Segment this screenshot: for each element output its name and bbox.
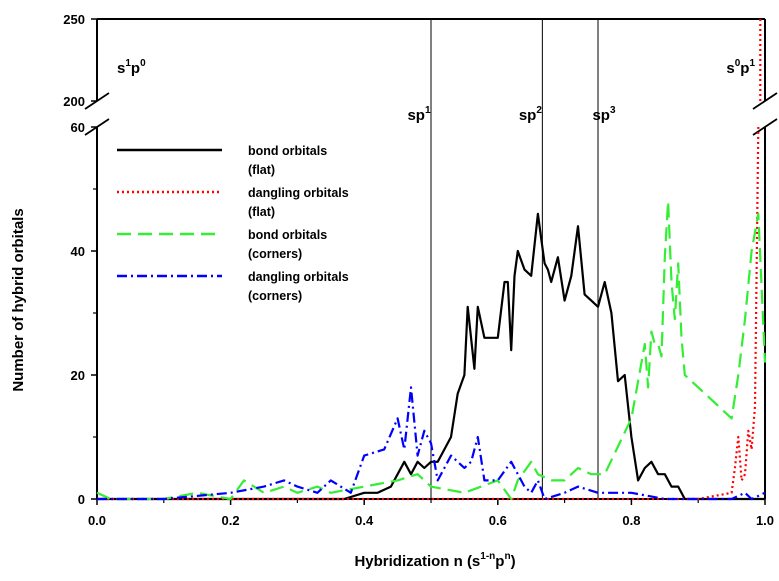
x-tick-label-0: 0.0 (88, 513, 106, 528)
series-line-3 (97, 386, 766, 501)
annotation-sp1-sup1: 1 (425, 105, 431, 116)
reference-lines (430, 19, 599, 499)
x-axis-title: Hybridization n (s1-npn) (354, 551, 515, 570)
right-break-gap (751, 101, 779, 127)
x-axis-title-base: Hybridization n (s (354, 553, 480, 570)
annotation-sp2: sp2 (519, 105, 543, 124)
annotation-s0p1-base1: s (726, 60, 734, 77)
annotation-s0p1-sup2: 1 (749, 58, 755, 69)
y-upper-tick-label-0: 200 (63, 94, 85, 109)
y-axis-title: Number of hybrid orbitals (10, 208, 27, 391)
annotation-s1p0-sup2: 0 (140, 58, 146, 69)
annotation-sp1-base1: sp (407, 107, 425, 124)
series-line-0 (97, 212, 765, 501)
legend-sublabel-0: (flat) (248, 163, 275, 177)
legend-label-3: dangling orbitals (248, 270, 349, 284)
annotation-s1p0-sup1: 1 (125, 58, 131, 69)
legend-label-1: dangling orbitals (248, 186, 349, 200)
legend-sublabel-1: (flat) (248, 205, 275, 219)
series-line-1 (97, 126, 760, 501)
x-axis-title-mid: p (495, 553, 504, 570)
legend-label-0: bond orbitals (248, 144, 327, 158)
x-tick-label-4: 0.8 (622, 513, 640, 528)
y-tick-label-1: 20 (71, 368, 85, 383)
left-break-gap (83, 101, 111, 127)
annotation-sp2-base1: sp (519, 107, 537, 124)
y-upper-tick-label-1: 250 (63, 12, 85, 27)
x-axis-title-sup1: 1-n (480, 551, 495, 562)
annotation-s1p0-base2: p (131, 60, 140, 77)
annotation-sp3-base1: sp (592, 107, 610, 124)
right-break-mark-lower (752, 118, 778, 136)
legend-label-2: bond orbitals (248, 228, 327, 242)
data-series (96, 19, 767, 501)
annotation-s1p0-base1: s (117, 60, 125, 77)
right-break-mark-upper (752, 92, 778, 110)
annotation-s0p1-sup1: 0 (735, 58, 741, 69)
annotation-sp1: sp1 (407, 105, 431, 124)
y-tick-label-3: 60 (71, 120, 85, 135)
x-tick-label-5: 1.0 (756, 513, 774, 528)
annotation-sp3: sp3 (592, 105, 616, 124)
legend-sublabel-2: (corners) (248, 247, 302, 261)
legend-sublabel-3: (corners) (248, 289, 302, 303)
x-axis-title-end: ) (511, 553, 516, 570)
annotation-s0p1-base2: p (740, 60, 749, 77)
x-tick-label-2: 0.4 (355, 513, 374, 528)
y-tick-label-0: 0 (78, 492, 85, 507)
legend: bond orbitals (flat) dangling orbitals (fla… (117, 144, 349, 303)
x-tick-label-1: 0.2 (222, 513, 240, 528)
annotation-s1p0: s1p0 (117, 58, 146, 77)
x-tick-label-3: 0.6 (489, 513, 507, 528)
series-line-2 (96, 200, 767, 501)
annotation-s0p1: s0p1 (726, 58, 755, 77)
x-axis-title-sup2: n (504, 551, 510, 562)
y-tick-label-2: 40 (71, 244, 85, 259)
axis-break-marks (83, 92, 779, 136)
annotation-sp3-sup1: 3 (610, 105, 616, 116)
annotation-sp2-sup1: 2 (536, 105, 542, 116)
